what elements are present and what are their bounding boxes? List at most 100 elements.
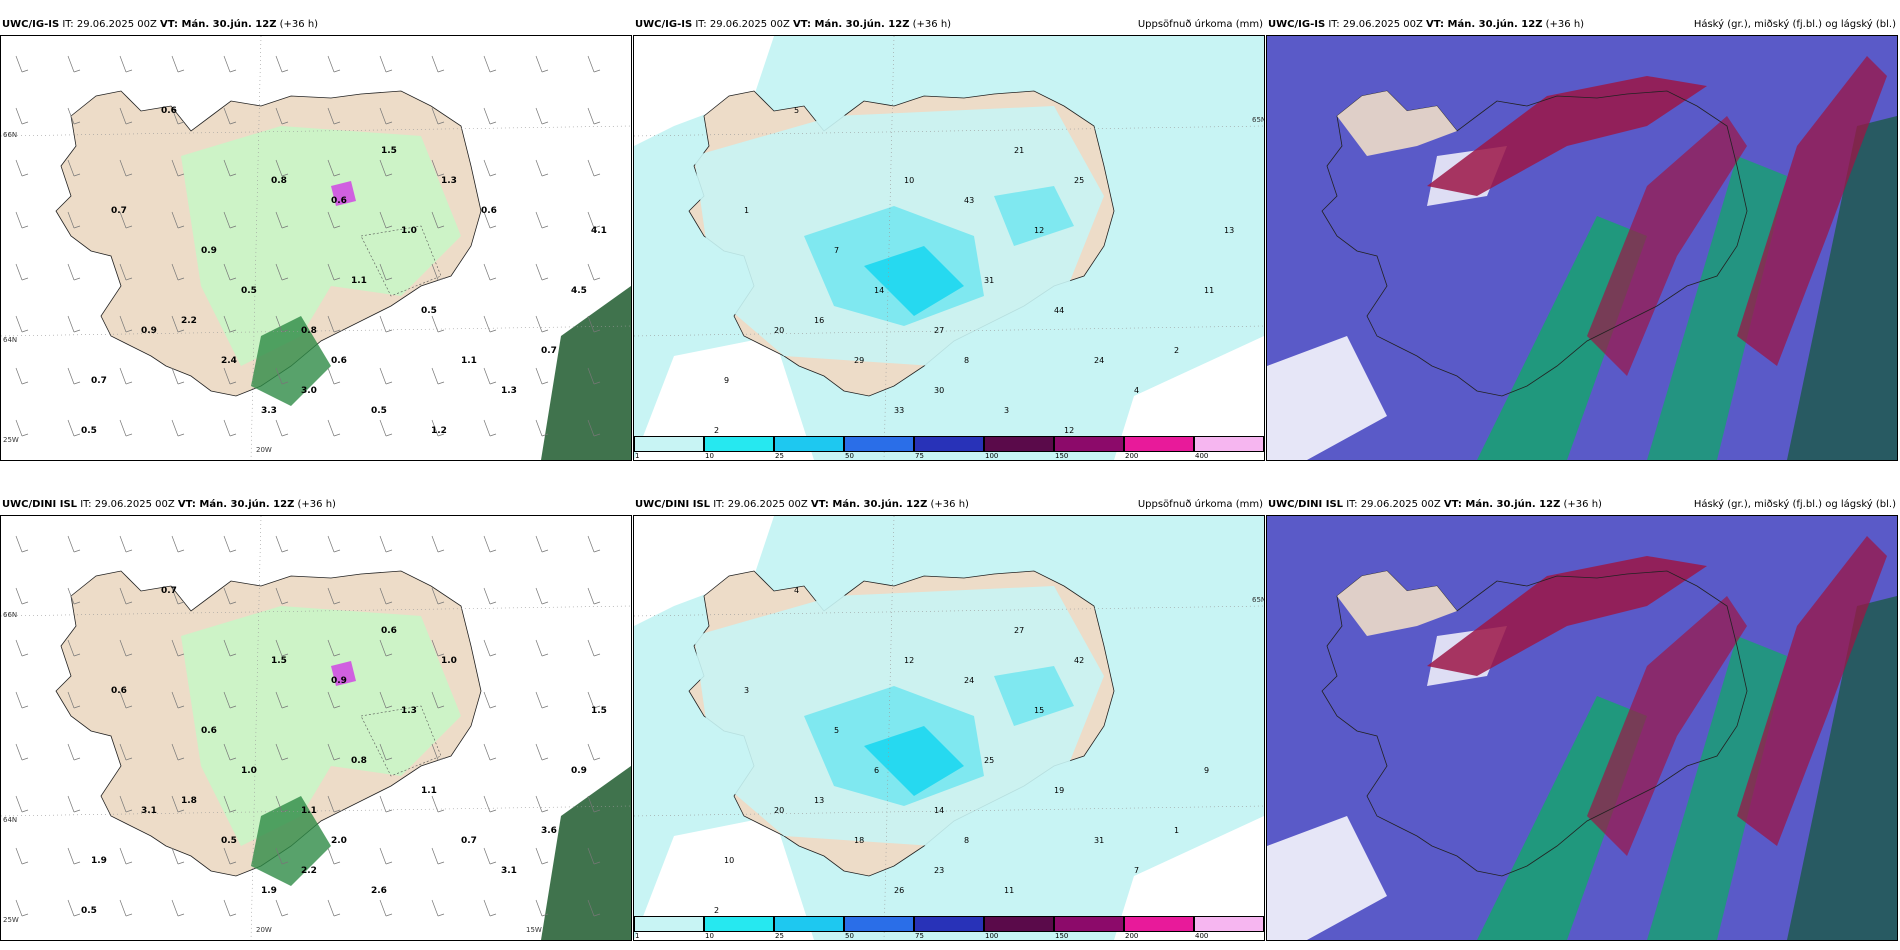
- wind-barb: [171, 691, 179, 709]
- wind-barb: [483, 535, 491, 553]
- field-value-label: 0.6: [161, 106, 177, 116]
- wind-barb: [67, 263, 75, 281]
- wind-barb: [21, 705, 29, 709]
- map-area: 2 3 4 5 6 12 14 24 25 27 15 19 42 31 18 26 23 20 13 10 8 11 7 1…: [633, 515, 1265, 941]
- model-name: UWC/DINI ISL: [1268, 499, 1344, 510]
- wind-barb: [73, 173, 81, 177]
- wind-barb: [229, 601, 237, 605]
- wind-barb: [541, 329, 549, 333]
- wind-barb: [119, 691, 127, 709]
- mid-cloud-band: [1647, 156, 1787, 460]
- wind-barb: [489, 653, 497, 657]
- wind-barb: [431, 107, 439, 125]
- colorbar-tick-label: 200: [1125, 452, 1139, 460]
- wind-barb: [73, 277, 81, 281]
- wind-barb: [15, 639, 23, 657]
- wind-barb: [119, 315, 127, 333]
- field-value-label: 24: [1094, 356, 1105, 365]
- wind-barb: [73, 381, 81, 385]
- wind-barb: [489, 809, 497, 813]
- clear-sky-patch: [1267, 816, 1387, 940]
- field-value-label: 1.5: [591, 706, 607, 716]
- wind-barb: [21, 549, 29, 553]
- coordinate-tick-label: 65N: [1252, 596, 1265, 604]
- wind-barb: [483, 159, 491, 177]
- wind-barb: [281, 433, 289, 437]
- wind-barb: [177, 381, 185, 385]
- map-canvas: [1267, 36, 1897, 460]
- lead-time: (+36 h): [909, 19, 952, 30]
- wind-barb: [119, 743, 127, 761]
- wind-barb: [535, 795, 543, 813]
- wind-barb: [379, 847, 387, 865]
- wind-barb: [541, 809, 549, 813]
- field-value-label: 3.0: [301, 386, 317, 396]
- panel-top-right: UWC/IG-IS IT: 29.06.2025 00Z VT: Mán. 30…: [1266, 15, 1898, 461]
- wind-barb: [483, 639, 491, 657]
- colorbar-tick-label: 150: [1055, 932, 1069, 940]
- wind-barb: [67, 315, 75, 333]
- wind-barb: [223, 899, 231, 917]
- wind-barb: [21, 757, 29, 761]
- wind-barb: [281, 277, 289, 281]
- wind-barb: [333, 653, 341, 657]
- mid-cloud-band: [1477, 696, 1647, 940]
- colorbar-tick-label: 75: [915, 932, 924, 940]
- wind-barb: [327, 535, 335, 553]
- wind-barb: [229, 913, 237, 917]
- wind-barb: [437, 329, 445, 333]
- wind-barb: [483, 315, 491, 333]
- wind-gust-strong: [251, 316, 331, 406]
- wind-barb: [171, 367, 179, 385]
- field-value-label: 19: [1054, 786, 1065, 795]
- wind-barb: [385, 757, 393, 761]
- wind-barb: [171, 639, 179, 657]
- wind-barb: [281, 69, 289, 73]
- wind-barb: [73, 757, 81, 761]
- wind-barb: [177, 757, 185, 761]
- wind-barb: [125, 705, 133, 709]
- wind-barb: [223, 587, 231, 605]
- wind-barb: [21, 601, 29, 605]
- wind-barb: [385, 913, 393, 917]
- wind-barb: [385, 861, 393, 865]
- wind-barb: [281, 601, 289, 605]
- wind-barb: [483, 419, 491, 437]
- wind-barb: [281, 381, 289, 385]
- wind-barb: [229, 549, 237, 553]
- wind-barb: [125, 601, 133, 605]
- wind-barb: [535, 55, 543, 73]
- wind-barb: [177, 173, 185, 177]
- model-name: UWC/DINI ISL: [2, 499, 78, 510]
- wind-barb: [275, 159, 283, 177]
- wind-barb: [593, 861, 601, 865]
- wind-barb: [593, 549, 601, 553]
- wind-barb: [67, 419, 75, 437]
- field-legend: Uppsöfnuð úrkoma (mm): [1137, 19, 1263, 30]
- wind-barb: [431, 899, 439, 917]
- model-name: UWC/IG-IS: [635, 19, 693, 30]
- wind-barb: [385, 173, 393, 177]
- wind-barb: [327, 211, 335, 229]
- wind-barb: [333, 705, 341, 709]
- wind-barb: [327, 367, 335, 385]
- wind-barb: [379, 419, 387, 437]
- wind-barb: [483, 211, 491, 229]
- mid-cloud-band: [1477, 216, 1647, 460]
- high-cloud-band: [1427, 76, 1707, 196]
- map-canvas: [634, 36, 1264, 460]
- field-value-label: 0.6: [331, 356, 347, 366]
- precip-area-moderate: [994, 186, 1074, 246]
- wind-barb: [21, 653, 29, 657]
- colorbar-swatch: [914, 436, 984, 452]
- wind-barb: [275, 691, 283, 709]
- wind-barb: [171, 899, 179, 917]
- wind-barb: [223, 367, 231, 385]
- wind-barb: [119, 639, 127, 657]
- wind-gust-strong: [251, 796, 331, 886]
- field-value-label: 0.8: [271, 176, 287, 186]
- wind-barb: [229, 809, 237, 813]
- wind-barb: [15, 795, 23, 813]
- wind-barb: [437, 69, 445, 73]
- high-cloud-band: [1587, 596, 1747, 856]
